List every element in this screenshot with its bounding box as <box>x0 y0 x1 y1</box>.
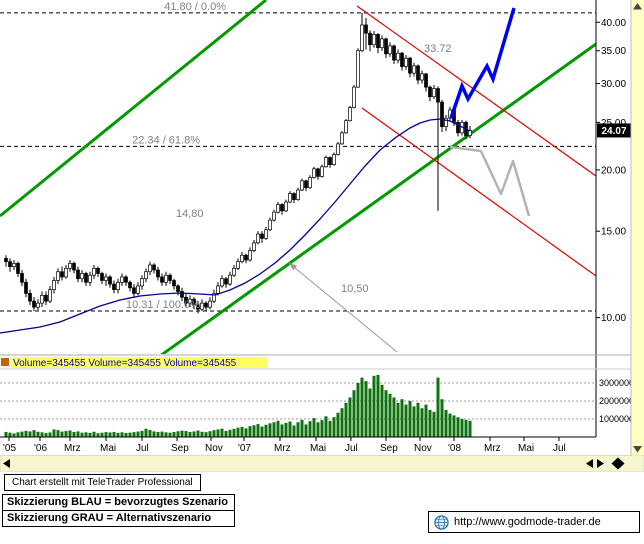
current-price-label: 24.07 <box>601 126 626 137</box>
current-price-marker <box>597 123 631 138</box>
x-axis-label: Jul <box>136 443 149 454</box>
legend-blue-row: Skizzierung BLAU = bevorzugtes Szenario <box>7 496 228 508</box>
price-volume-chart: 41.80 / 0.0% 22.34 / 61.8% 10.31 / 100.0% 3… <box>0 0 644 472</box>
scenario-legend-box: Skizzierung BLAU = bevorzugtes Szenario … <box>2 494 235 527</box>
price-pane: 41.80 / 0.0% 22.34 / 61.8% 10.31 / 100.0% 3… <box>0 0 596 354</box>
volume-indicator-icon <box>1 358 9 366</box>
x-axis-label: '05 <box>3 443 16 454</box>
copyright-url: http://www.godmode-trader.de <box>454 516 601 528</box>
price-axis-label: 15.00 <box>601 227 626 238</box>
price-axis-label: 30.00 <box>601 79 626 90</box>
x-axis-label: '06 <box>34 443 47 454</box>
price-annotation: 14,80 <box>176 208 204 220</box>
annotation-arrow-line <box>288 262 398 353</box>
x-axis-label: Mrz <box>64 443 81 454</box>
volume-axis-label: 2000000 <box>599 396 634 406</box>
red-trendline-lower <box>361 107 596 277</box>
globe-icon <box>434 514 449 530</box>
price-annotation: 10,50 <box>341 283 369 295</box>
x-axis-label: Mrz <box>484 443 501 454</box>
price-axis-label: 35.00 <box>601 46 626 57</box>
x-axis-label: Mai <box>518 443 534 454</box>
x-axis-label: Sep <box>171 443 189 454</box>
volume-legend-text: Volume=345455 Volume=345455 Volume=34545… <box>13 358 237 369</box>
blue-scenario-line <box>449 7 516 119</box>
x-axis-label: '08 <box>448 443 461 454</box>
teletrader-credit-box: Chart erstellt mit TeleTrader Profession… <box>4 474 201 491</box>
x-axis-label: Mai <box>310 443 326 454</box>
scroll-up-arrow[interactable] <box>633 3 642 10</box>
price-axis-label: 40.00 <box>601 18 626 29</box>
scroll-left-arrow[interactable] <box>3 459 10 468</box>
x-axis-label: Mrz <box>274 443 291 454</box>
gray-scenario-line <box>449 145 531 217</box>
annotation-arrowhead <box>289 263 298 271</box>
x-axis-label: Sep <box>380 443 398 454</box>
vertical-toolbar-strip <box>631 0 644 456</box>
copyright-box: http://www.godmode-trader.de <box>428 511 640 533</box>
fib-level-label: 41.80 / 0.0% <box>164 1 226 13</box>
legend-gray-row: Skizzierung GRAU = Alternativszenario <box>3 510 234 526</box>
green-trendline-upper <box>0 0 267 218</box>
scroll-right-arrow[interactable] <box>597 459 604 468</box>
horizontal-scrollbar[interactable] <box>0 455 644 473</box>
scrollbar-diamond-handle[interactable] <box>611 457 625 470</box>
teletrader-credit-text: Chart erstellt mit TeleTrader Profession… <box>12 477 193 488</box>
fib-level-label: 10.31 / 100.0% <box>126 299 200 311</box>
x-axis-label: Mai <box>100 443 116 454</box>
volume-bars <box>4 374 472 437</box>
price-annotation: 33.72 <box>424 43 452 55</box>
red-trendline-upper <box>356 5 596 177</box>
volume-axis-label: 3000000 <box>599 378 634 388</box>
price-axis-label: 20.00 <box>601 165 626 176</box>
price-axis-label: 25.00 <box>601 118 626 129</box>
fib-level-label: 22.34 / 61.8% <box>132 134 200 146</box>
x-axis-label: Nov <box>205 443 223 454</box>
candlesticks <box>4 12 472 314</box>
green-trendline-lower <box>160 42 596 354</box>
price-axis-label: 10.00 <box>601 313 626 324</box>
scroll-down-arrow[interactable] <box>633 446 642 453</box>
volume-legend-highlight <box>11 357 267 368</box>
x-axis-label: Nov <box>414 443 432 454</box>
x-axis-label: Jul <box>553 443 566 454</box>
x-axis-label: '07 <box>238 443 251 454</box>
x-axis-label: Jul <box>345 443 358 454</box>
moving-average-line <box>0 118 471 334</box>
volume-axis-label: 1000000 <box>599 414 634 424</box>
scroll-left-arrow-right[interactable] <box>586 459 593 468</box>
